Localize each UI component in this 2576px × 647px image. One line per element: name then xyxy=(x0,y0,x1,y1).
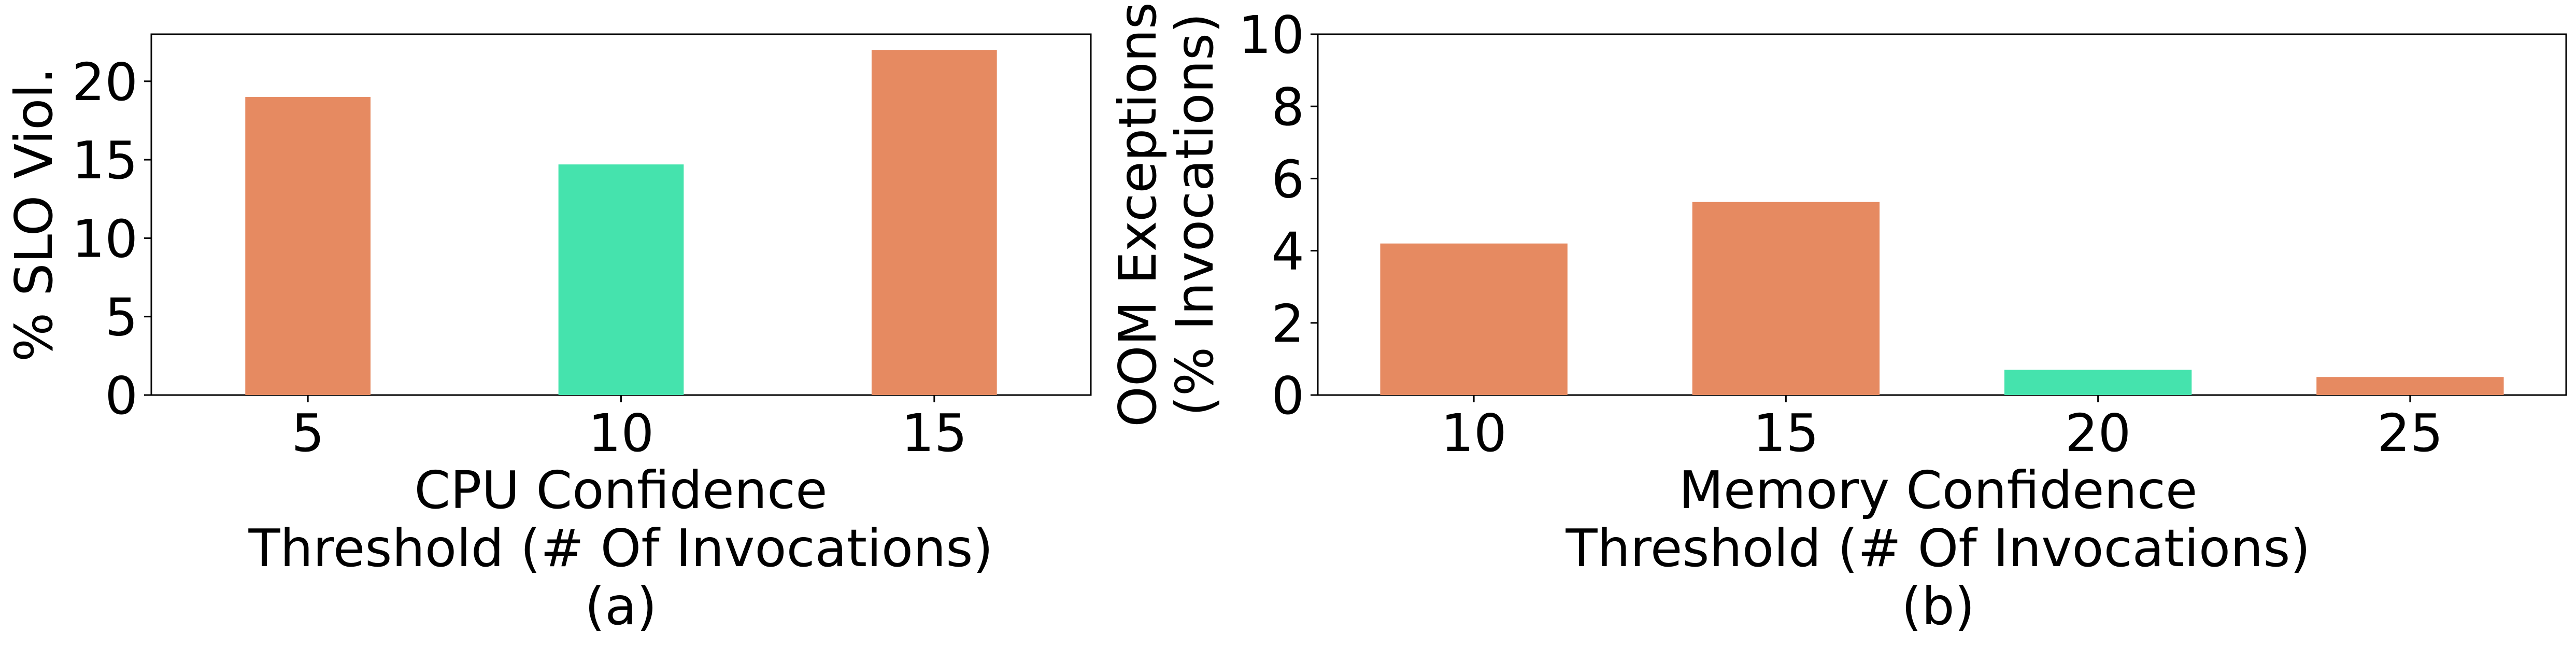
y-ticks-b: 0 2 4 6 8 10 xyxy=(1239,5,1318,426)
y-tick-label-a-0: 0 xyxy=(105,365,138,426)
plot-frame-b xyxy=(1317,33,2567,396)
y-ticks-a: 0 5 10 15 20 xyxy=(72,52,151,426)
x-axis-label-line-a-2: (a) xyxy=(585,576,657,637)
y-tick-label-b-5: 10 xyxy=(1239,5,1304,65)
y-tick-label-b-2: 4 xyxy=(1271,221,1304,282)
y-tick-label-a-3: 15 xyxy=(72,130,138,191)
bar-a-10 xyxy=(558,164,684,395)
y-axis-label-line-b-0: OOM Exceptions xyxy=(1107,2,1168,427)
x-axis-label-line-b-2: (b) xyxy=(1901,576,1975,637)
x-tick-label-b-1: 15 xyxy=(1753,403,1819,463)
chart-panel-b: 0 2 4 6 8 10 10 15 20 25 OOM Exceptions(% Invoca… xyxy=(1107,2,2567,637)
y-tick-label-b-4: 8 xyxy=(1271,77,1304,137)
y-tick-label-a-4: 20 xyxy=(72,52,138,112)
y-tick-label-b-1: 2 xyxy=(1271,293,1304,354)
bar-b-25 xyxy=(2316,377,2504,395)
y-axis-label-b: OOM Exceptions(% Invocations) xyxy=(1107,2,1225,427)
chart-panel-a: 0 5 10 15 20 5 10 15 % SLO Viol. CPU Confidenc… xyxy=(4,33,1092,637)
x-tick-label-a-0: 5 xyxy=(291,403,324,463)
x-axis-label-line-a-0: CPU Confidence xyxy=(414,460,827,521)
bar-b-10 xyxy=(1380,243,1568,395)
x-tick-label-b-0: 10 xyxy=(1441,403,1507,463)
y-tick-label-b-3: 6 xyxy=(1271,149,1304,209)
bars-a xyxy=(245,50,997,396)
x-axis-label-line-b-0: Memory Confidence xyxy=(1679,460,2198,521)
y-axis-label-line-b-1: (% Invocations) xyxy=(1164,13,1225,416)
bars-b xyxy=(1380,202,2504,395)
bar-b-20 xyxy=(2004,370,2192,395)
x-axis-label-line-a-1: Threshold (# Of Invocations) xyxy=(248,518,993,579)
x-tick-label-a-1: 10 xyxy=(588,403,654,463)
bar-a-15 xyxy=(871,50,997,396)
x-axis-label-line-b-1: Threshold (# Of Invocations) xyxy=(1565,518,2310,579)
bar-b-15 xyxy=(1692,202,1880,395)
y-tick-label-a-1: 5 xyxy=(105,287,138,348)
x-ticks-b: 10 15 20 25 xyxy=(1441,395,2443,463)
x-tick-label-b-3: 25 xyxy=(2377,403,2443,463)
y-tick-label-a-2: 10 xyxy=(72,208,138,269)
x-tick-label-b-2: 20 xyxy=(2065,403,2131,463)
y-axis-label-a: % SLO Viol. xyxy=(4,67,64,362)
y-tick-label-b-0: 0 xyxy=(1271,365,1304,426)
x-tick-label-a-2: 15 xyxy=(901,403,967,463)
x-ticks-a: 5 10 15 xyxy=(291,395,967,463)
bar-a-5 xyxy=(245,97,371,396)
